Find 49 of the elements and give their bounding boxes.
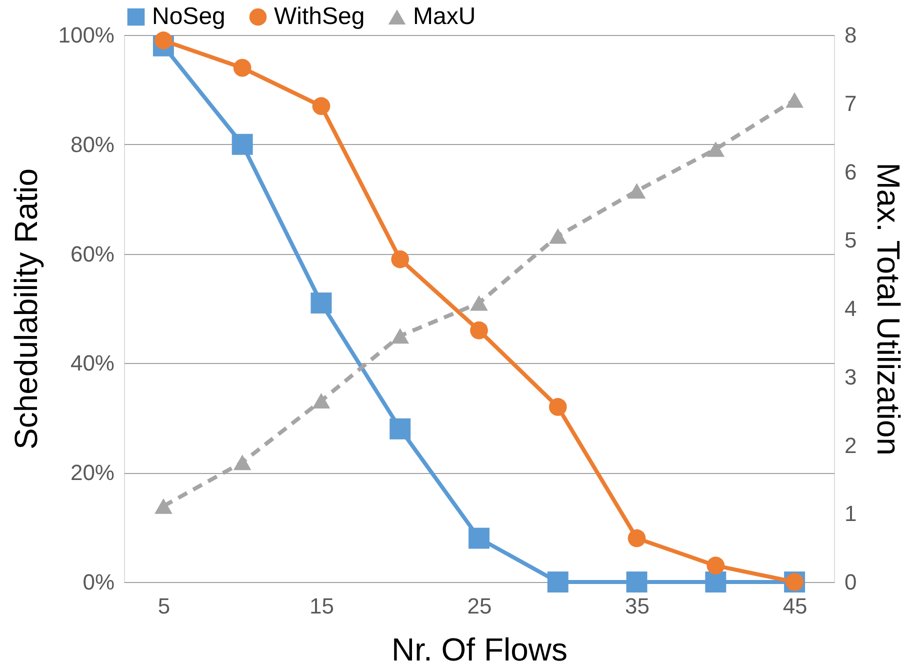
point bbox=[468, 528, 490, 549]
y-tick-label: 20% bbox=[70, 460, 114, 486]
point bbox=[548, 228, 567, 244]
y2-tick-label: 5 bbox=[844, 228, 857, 253]
y-tick-label: 100% bbox=[58, 22, 114, 48]
point bbox=[233, 454, 252, 470]
x-axis-title: Nr. Of Flows bbox=[391, 632, 568, 668]
point bbox=[391, 328, 410, 344]
y2-tick-label: 6 bbox=[844, 159, 857, 184]
x-tick-label: 15 bbox=[309, 594, 334, 618]
point bbox=[628, 183, 646, 199]
y2-tick-label: 3 bbox=[844, 364, 857, 390]
y-tick-label: 0% bbox=[82, 570, 114, 594]
y-tick-label: 80% bbox=[70, 132, 114, 157]
point bbox=[706, 556, 725, 575]
point bbox=[626, 572, 648, 592]
point bbox=[391, 250, 410, 268]
point bbox=[705, 572, 726, 592]
y-axis-title: Schedulability Ratio bbox=[8, 168, 44, 450]
point bbox=[470, 295, 488, 311]
y2-tick-label: 1 bbox=[844, 501, 857, 526]
y-tick-label: 40% bbox=[70, 350, 114, 376]
point bbox=[310, 292, 332, 314]
point bbox=[706, 141, 725, 157]
y-tick-label: 60% bbox=[70, 241, 114, 266]
y2-tick-label: 4 bbox=[844, 296, 857, 321]
x-tick-label: 5 bbox=[158, 594, 170, 618]
y2-tick-label: 2 bbox=[844, 432, 857, 458]
point bbox=[628, 529, 646, 548]
point bbox=[390, 418, 411, 440]
point bbox=[547, 572, 568, 592]
legend-label: MaxU bbox=[413, 3, 476, 30]
x-tick-label: 25 bbox=[467, 594, 492, 618]
point bbox=[548, 398, 567, 416]
y2-tick-label: 0 bbox=[844, 570, 857, 594]
point bbox=[312, 97, 330, 116]
point bbox=[312, 393, 330, 409]
point bbox=[232, 134, 253, 155]
point bbox=[154, 498, 172, 514]
x-tick-label: 45 bbox=[782, 594, 808, 618]
x-tick-label: 35 bbox=[625, 594, 650, 618]
y2-axis-title: Max. Total Utilization bbox=[870, 162, 907, 456]
y2-tick-label: 8 bbox=[844, 22, 857, 48]
point bbox=[233, 58, 252, 77]
legend-label: NoSeg bbox=[152, 3, 226, 30]
legend-label: WithSeg bbox=[274, 3, 365, 30]
point bbox=[786, 92, 804, 108]
point bbox=[470, 321, 488, 340]
y2-tick-label: 7 bbox=[844, 90, 857, 116]
